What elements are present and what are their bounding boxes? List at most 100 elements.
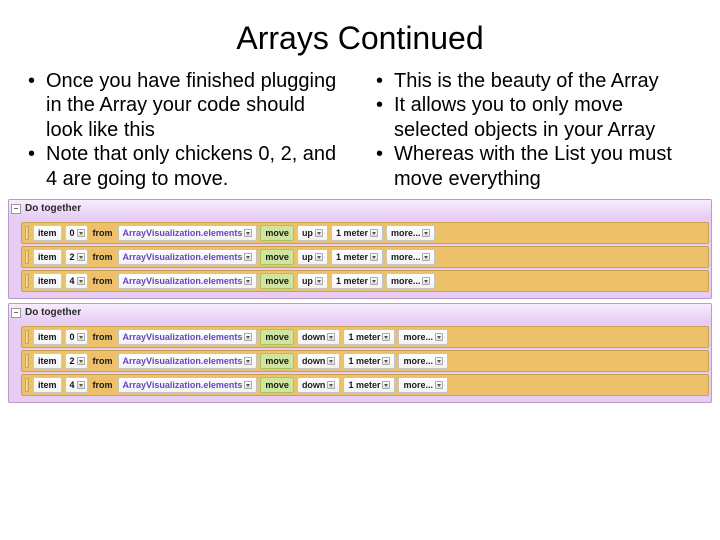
chevron-down-icon [244,381,252,389]
chevron-down-icon [315,253,323,261]
action-token[interactable]: move [260,273,294,289]
direction-token[interactable]: down [297,377,341,393]
grip-icon[interactable] [25,330,29,344]
item-keyword: item [33,377,62,393]
array-ref-token[interactable]: ArrayVisualization.elements [118,249,258,265]
array-ref-token[interactable]: ArrayVisualization.elements [118,273,258,289]
array-ref-token[interactable]: ArrayVisualization.elements [118,329,258,345]
chevron-down-icon [422,229,430,237]
collapse-icon[interactable]: − [11,308,21,318]
chevron-down-icon [422,253,430,261]
from-keyword: from [91,332,115,342]
block-header[interactable]: − Do together [9,304,711,322]
distance-token[interactable]: 1 meter [331,225,383,241]
chevron-down-icon [435,357,443,365]
code-row[interactable]: item 4 from ArrayVisualization.elements … [21,270,709,292]
chevron-down-icon [77,357,85,365]
chevron-down-icon [370,253,378,261]
block-header-label: Do together [25,307,81,318]
distance-token[interactable]: 1 meter [331,249,383,265]
array-ref-token[interactable]: ArrayVisualization.elements [118,377,258,393]
chevron-down-icon [244,229,252,237]
chevron-down-icon [382,381,390,389]
code-row[interactable]: item 0 from ArrayVisualization.elements … [21,222,709,244]
from-keyword: from [91,276,115,286]
grip-icon[interactable] [25,354,29,368]
direction-token[interactable]: down [297,329,341,345]
index-token[interactable]: 0 [65,225,88,241]
from-keyword: from [91,380,115,390]
grip-icon[interactable] [25,274,29,288]
bullet-item: Once you have finished plugging in the A… [26,69,346,142]
direction-token[interactable]: up [297,225,328,241]
chevron-down-icon [244,277,252,285]
item-keyword: item [33,249,62,265]
index-token[interactable]: 2 [65,249,88,265]
more-token[interactable]: more... [386,273,436,289]
chevron-down-icon [370,277,378,285]
chevron-down-icon [244,253,252,261]
more-token[interactable]: more... [398,353,448,369]
chevron-down-icon [315,229,323,237]
page-title: Arrays Continued [0,0,720,69]
distance-token[interactable]: 1 meter [331,273,383,289]
direction-token[interactable]: up [297,249,328,265]
grip-icon[interactable] [25,250,29,264]
more-token[interactable]: more... [386,249,436,265]
chevron-down-icon [435,381,443,389]
chevron-down-icon [77,333,85,341]
block-header[interactable]: − Do together [9,200,711,218]
more-token[interactable]: more... [386,225,436,241]
do-together-block: − Do together item 0 from ArrayVisualiza… [8,303,712,403]
direction-token[interactable]: up [297,273,328,289]
distance-token[interactable]: 1 meter [343,329,395,345]
chevron-down-icon [244,333,252,341]
grip-icon[interactable] [25,378,29,392]
action-token[interactable]: move [260,249,294,265]
index-token[interactable]: 4 [65,377,88,393]
block-header-label: Do together [25,203,81,214]
action-token[interactable]: move [260,225,294,241]
code-row[interactable]: item 4 from ArrayVisualization.elements … [21,374,709,396]
chevron-down-icon [422,277,430,285]
bullet-item: It allows you to only move selected obje… [374,93,694,142]
block-body: item 0 from ArrayVisualization.elements … [9,218,711,298]
code-row[interactable]: item 0 from ArrayVisualization.elements … [21,326,709,348]
action-token[interactable]: move [260,353,294,369]
do-together-block: − Do together item 0 from ArrayVisualiza… [8,199,712,299]
index-token[interactable]: 0 [65,329,88,345]
from-keyword: from [91,252,115,262]
action-token[interactable]: move [260,377,294,393]
right-column: This is the beauty of the Array It allow… [360,69,708,191]
item-keyword: item [33,273,62,289]
chevron-down-icon [327,381,335,389]
chevron-down-icon [327,357,335,365]
code-row[interactable]: item 2 from ArrayVisualization.elements … [21,246,709,268]
action-token[interactable]: move [260,329,294,345]
grip-icon[interactable] [25,226,29,240]
chevron-down-icon [382,333,390,341]
direction-token[interactable]: down [297,353,341,369]
left-column: Once you have finished plugging in the A… [12,69,360,191]
more-token[interactable]: more... [398,377,448,393]
from-keyword: from [91,356,115,366]
bullet-item: Whereas with the List you must move ever… [374,142,694,191]
chevron-down-icon [327,333,335,341]
array-ref-token[interactable]: ArrayVisualization.elements [118,225,258,241]
more-token[interactable]: more... [398,329,448,345]
array-ref-token[interactable]: ArrayVisualization.elements [118,353,258,369]
index-token[interactable]: 2 [65,353,88,369]
code-row[interactable]: item 2 from ArrayVisualization.elements … [21,350,709,372]
chevron-down-icon [382,357,390,365]
collapse-icon[interactable]: − [11,204,21,214]
index-token[interactable]: 4 [65,273,88,289]
distance-token[interactable]: 1 meter [343,377,395,393]
distance-token[interactable]: 1 meter [343,353,395,369]
bullet-item: Note that only chickens 0, 2, and 4 are … [26,142,346,191]
item-keyword: item [33,225,62,241]
bullet-item: This is the beauty of the Array [374,69,694,93]
chevron-down-icon [315,277,323,285]
chevron-down-icon [77,277,85,285]
item-keyword: item [33,353,62,369]
code-area: − Do together item 0 from ArrayVisualiza… [0,199,720,403]
